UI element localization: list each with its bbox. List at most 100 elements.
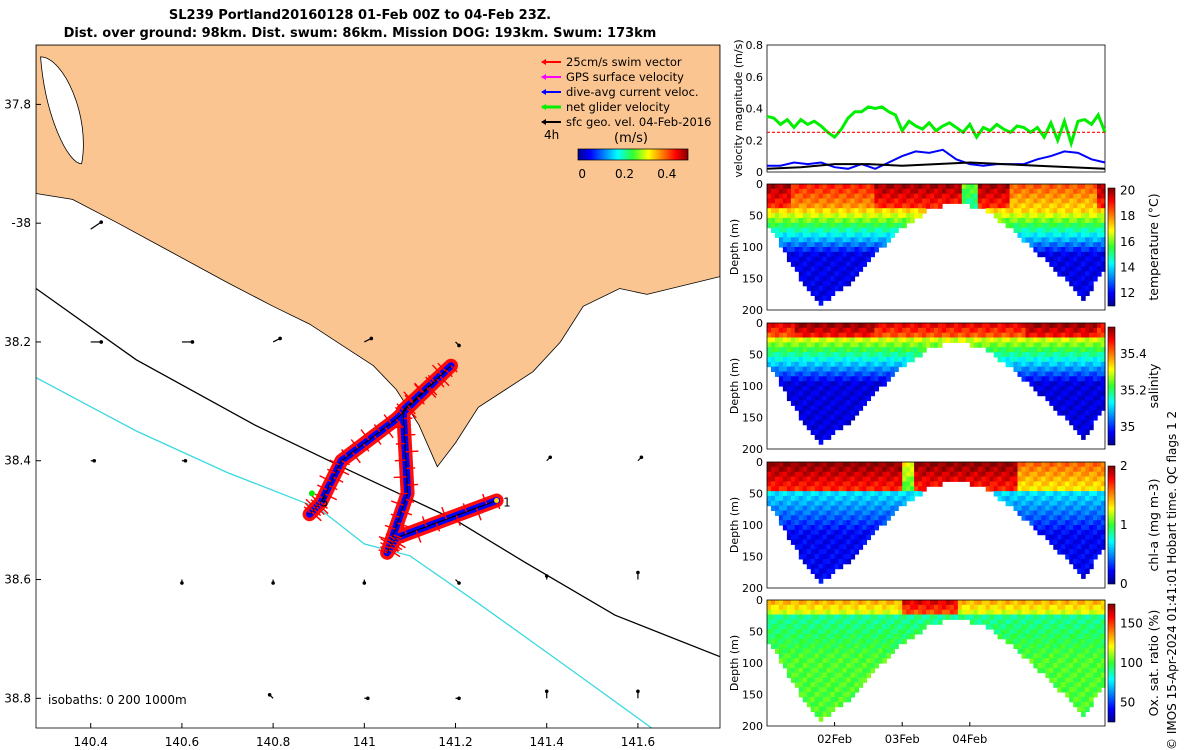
section-cell	[866, 466, 871, 473]
section-cell	[1085, 692, 1090, 698]
section-cell	[1033, 638, 1038, 645]
section-cell	[794, 217, 800, 224]
section-cell	[826, 653, 832, 659]
section-cell	[1097, 222, 1102, 229]
section-cell	[1093, 276, 1098, 282]
section-cell	[798, 653, 804, 659]
section-cell	[922, 208, 927, 214]
section-cell	[993, 624, 999, 630]
section-cell	[786, 624, 792, 630]
section-cell	[830, 638, 836, 645]
section-cell	[866, 663, 871, 669]
section-cell	[1089, 232, 1094, 238]
legend-label-0: 25cm/s swim vector	[566, 55, 682, 69]
section-cell	[1033, 242, 1038, 248]
section-cell	[878, 237, 883, 243]
section-cell	[850, 256, 856, 263]
section-cell	[814, 687, 820, 693]
section-cell	[1061, 405, 1066, 411]
section-cell	[818, 476, 824, 482]
section-cell	[806, 261, 812, 267]
section-cell	[953, 471, 959, 478]
section-cell	[850, 653, 856, 659]
section-cell	[838, 549, 844, 555]
section-cell	[874, 222, 879, 229]
section-cell	[1085, 400, 1090, 406]
section-cell	[826, 573, 832, 579]
section-cell	[818, 217, 824, 224]
section-cell	[830, 242, 836, 248]
section-cell	[794, 462, 800, 468]
section-cell	[1089, 510, 1094, 516]
section-cell	[1033, 604, 1038, 611]
section-cell	[1061, 251, 1066, 258]
section-cell	[818, 390, 824, 397]
section-cell	[830, 188, 836, 195]
section-cell	[1085, 600, 1090, 606]
swim-vector-spike	[432, 364, 442, 376]
section-cell	[898, 476, 903, 482]
section-cell	[1001, 466, 1007, 473]
section-cell	[786, 247, 792, 253]
section-cell	[798, 604, 804, 611]
section-cell	[1101, 188, 1106, 195]
sfc-vector-head-1	[99, 340, 104, 344]
section-cell	[886, 193, 891, 200]
section-cell	[1093, 500, 1098, 507]
section-cell	[1045, 242, 1050, 248]
section-cell	[834, 658, 840, 664]
section-cell	[858, 256, 864, 263]
section-cell	[838, 217, 844, 224]
section-cell	[1085, 222, 1090, 229]
section-cell	[822, 203, 828, 209]
section-cell	[1041, 347, 1046, 353]
section-cell	[771, 366, 776, 372]
section-cell	[1061, 672, 1066, 679]
section-cell	[842, 342, 848, 348]
section-cell	[1089, 677, 1094, 683]
section-cell	[767, 356, 772, 363]
section-cell	[850, 276, 856, 282]
section-cell	[1009, 604, 1015, 611]
section-cell	[1057, 663, 1062, 669]
section-cell	[790, 614, 796, 620]
section-cell	[858, 486, 864, 492]
section-cell	[1025, 193, 1031, 200]
section-cell	[1085, 237, 1090, 243]
section-cell	[957, 614, 963, 620]
section-cell	[1065, 323, 1070, 329]
section-cell	[1101, 400, 1106, 406]
section-cell	[830, 677, 836, 683]
section-cell	[890, 361, 895, 368]
section-cell	[894, 208, 899, 214]
section-cell	[802, 415, 808, 421]
section-cell	[969, 203, 975, 209]
section-cell	[1093, 390, 1098, 397]
section-cell	[794, 381, 800, 387]
section-cell	[802, 633, 808, 640]
section-cell	[1073, 481, 1078, 487]
section-cell	[1077, 361, 1082, 368]
section-cell	[1081, 193, 1086, 200]
section-cell	[1085, 213, 1090, 219]
section-cell	[969, 614, 975, 620]
section-cell	[794, 495, 800, 502]
section-cell	[771, 184, 776, 190]
section-cell	[806, 466, 812, 473]
section-cell	[1061, 203, 1066, 209]
section-cell	[838, 356, 844, 363]
section-cell	[838, 342, 844, 348]
section-cell	[850, 554, 856, 560]
section-cell	[834, 687, 840, 693]
section-cell	[1025, 376, 1031, 382]
section-cell	[846, 687, 852, 693]
section-cell	[794, 352, 800, 358]
section-cell	[1041, 525, 1046, 531]
section-cell	[1089, 687, 1094, 693]
section-cell	[977, 614, 983, 620]
section-cell	[870, 323, 875, 329]
section-cell	[814, 648, 820, 654]
section-cell	[1101, 366, 1106, 372]
section-cell	[838, 544, 844, 550]
section-cell	[818, 525, 824, 531]
